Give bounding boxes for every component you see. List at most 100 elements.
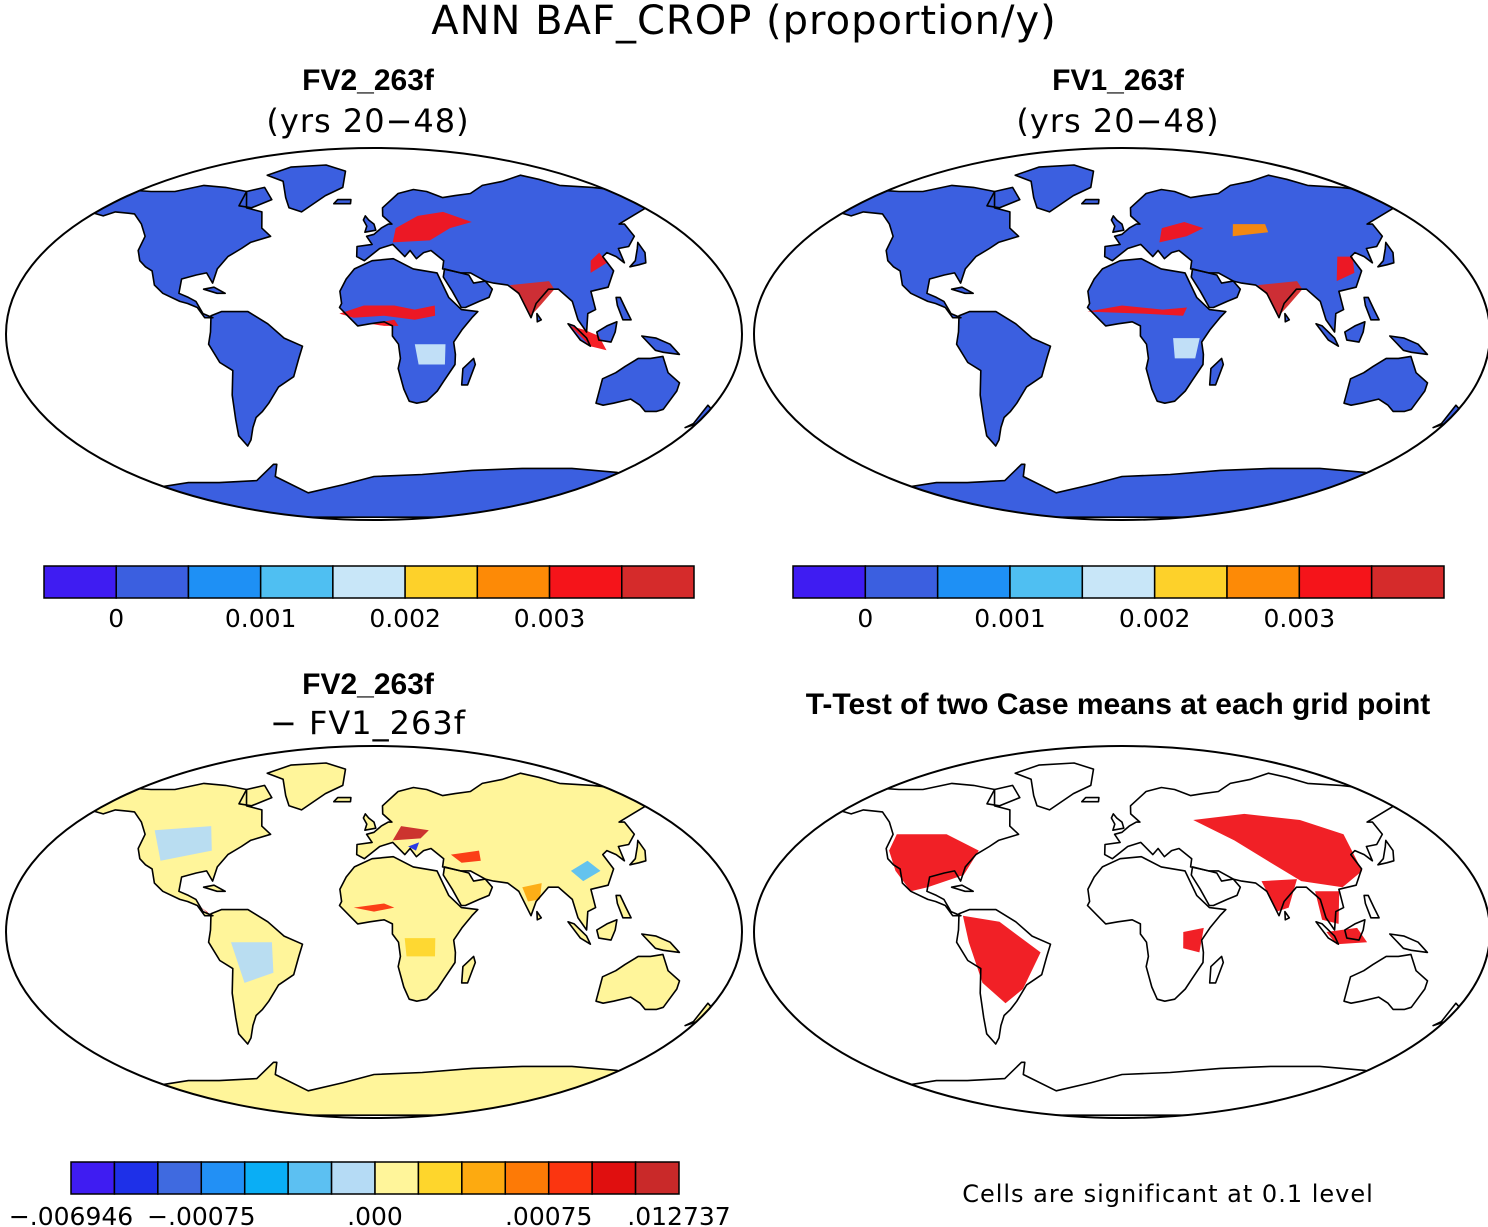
crop-zone-5 bbox=[1173, 338, 1200, 359]
coastline-new-guinea bbox=[641, 933, 681, 954]
coastline-new-guinea bbox=[1389, 933, 1429, 954]
land-arabia bbox=[443, 866, 493, 906]
coastline-greenland bbox=[1014, 164, 1095, 213]
coastline-baffin bbox=[238, 784, 273, 807]
crop-zone-5 bbox=[369, 319, 399, 326]
map-border-fv1 bbox=[753, 147, 1488, 521]
coastline-australia bbox=[1343, 953, 1429, 1011]
coastline-north-america bbox=[836, 184, 1020, 319]
coastline-borneo bbox=[596, 321, 618, 343]
coastline-africa bbox=[338, 257, 479, 404]
crop-zone-7 bbox=[522, 883, 542, 902]
coastline-uk bbox=[362, 215, 377, 233]
coastline-borneo bbox=[596, 919, 618, 941]
coastline-cuba bbox=[950, 884, 974, 893]
crop-zone-3 bbox=[570, 325, 607, 351]
colorbar-cell-3 bbox=[1009, 565, 1084, 599]
coastline-sri-lanka bbox=[536, 910, 543, 921]
coastline-baffin bbox=[986, 186, 1021, 209]
map-diff bbox=[6, 746, 742, 1118]
crop-zone-0 bbox=[1257, 281, 1303, 316]
coastline-iceland bbox=[333, 796, 352, 803]
crop-zone-0 bbox=[392, 211, 472, 243]
land-south-america bbox=[956, 311, 1051, 446]
coastline-new-guinea bbox=[1389, 335, 1429, 356]
crop-zone-6 bbox=[414, 344, 446, 365]
coastline-sumatra bbox=[567, 921, 592, 945]
coastline-australia bbox=[595, 953, 681, 1011]
significance-note: Cells are significant at 0.1 level bbox=[962, 1180, 1374, 1208]
coastline-africa bbox=[338, 855, 479, 1002]
coastline-europe-asia bbox=[1103, 772, 1420, 931]
coastline-borneo bbox=[1344, 919, 1366, 941]
coastline-arabia bbox=[442, 268, 494, 309]
land-madagascar bbox=[461, 956, 476, 983]
coastline-philippines bbox=[615, 894, 632, 919]
colorbar-cell-5 bbox=[287, 1161, 333, 1195]
crop-zone-0 bbox=[889, 834, 979, 892]
land-borneo bbox=[596, 321, 617, 343]
colorbar-cell-4 bbox=[243, 1161, 289, 1195]
land-sumatra bbox=[568, 921, 591, 945]
crop-zone-2 bbox=[392, 826, 429, 841]
land-borneo bbox=[1344, 321, 1365, 343]
main-title: ANN BAF_CROP (proportion/y) bbox=[431, 0, 1057, 44]
colorbar-diff-tick-3: .00075 bbox=[505, 1202, 592, 1227]
colorbar-cell-2 bbox=[936, 565, 1011, 599]
coastline-madagascar bbox=[460, 357, 477, 386]
crop-zone-5 bbox=[353, 903, 395, 912]
map-border-diff bbox=[5, 745, 743, 1119]
land-sumatra bbox=[1316, 323, 1339, 347]
colorbar-cell-2 bbox=[187, 565, 262, 599]
coastline-japan bbox=[1377, 839, 1395, 866]
coastline-new-guinea bbox=[641, 335, 681, 356]
coastline-south-america bbox=[207, 908, 304, 1045]
colorbar-diff: −.006946 −.00075 .000 .00075 .012737 bbox=[9, 1161, 731, 1227]
crop-zone-1 bbox=[231, 942, 274, 983]
coastline-cuba bbox=[950, 286, 974, 295]
land-europe-asia bbox=[356, 773, 671, 930]
coastline-cuba bbox=[202, 286, 226, 295]
land-arabia bbox=[1191, 866, 1241, 906]
colorbar-fv2-tick-1: 0.001 bbox=[225, 604, 297, 633]
colorbar-cell-5 bbox=[404, 565, 479, 599]
coastline-sumatra bbox=[567, 323, 592, 347]
colorbar-cell-12 bbox=[591, 1161, 637, 1195]
crop-zone-3 bbox=[1336, 256, 1355, 282]
coastline-madagascar bbox=[460, 955, 477, 984]
map-ttest bbox=[754, 746, 1488, 1118]
land-new-guinea bbox=[1389, 934, 1428, 953]
land-antarctica bbox=[117, 1062, 638, 1116]
coastline-uk bbox=[1110, 813, 1125, 831]
crop-zone-2 bbox=[1159, 222, 1204, 243]
coastline-africa bbox=[1086, 257, 1227, 404]
land-australia bbox=[596, 954, 680, 1010]
land-madagascar bbox=[1209, 956, 1224, 983]
coastline-philippines bbox=[615, 296, 632, 321]
panel-subtitle-fv1: (yrs 20−48) bbox=[1016, 102, 1220, 140]
land-south-america bbox=[208, 311, 303, 446]
colorbar-diff-tick-1: −.00075 bbox=[147, 1202, 255, 1227]
coastline-madagascar bbox=[1208, 357, 1225, 386]
colorbar-cell-4 bbox=[1081, 565, 1156, 599]
coastline-australia bbox=[1343, 355, 1429, 413]
land-africa bbox=[339, 856, 478, 1002]
coastline-japan bbox=[629, 241, 647, 268]
colorbar-fv1-tick-2: 0.002 bbox=[1119, 604, 1191, 633]
panel-title-diff: FV2_263f bbox=[302, 668, 434, 701]
coastline-borneo bbox=[1344, 321, 1366, 343]
coastline-baffin bbox=[238, 186, 273, 209]
coastline-north-america bbox=[88, 184, 272, 319]
coastline-philippines bbox=[1363, 296, 1380, 321]
land-africa bbox=[1087, 258, 1226, 404]
coastline-australia bbox=[595, 355, 681, 413]
land-antarctica bbox=[865, 464, 1386, 518]
colorbar-cell-3 bbox=[200, 1161, 246, 1195]
coastline-arabia bbox=[1190, 268, 1242, 309]
coastline-uk bbox=[362, 813, 377, 831]
colorbar-cell-8 bbox=[621, 565, 695, 599]
coastline-north-america bbox=[88, 782, 272, 917]
land-europe-asia bbox=[1104, 175, 1419, 332]
land-iceland bbox=[333, 797, 351, 802]
land-iceland bbox=[333, 199, 351, 204]
